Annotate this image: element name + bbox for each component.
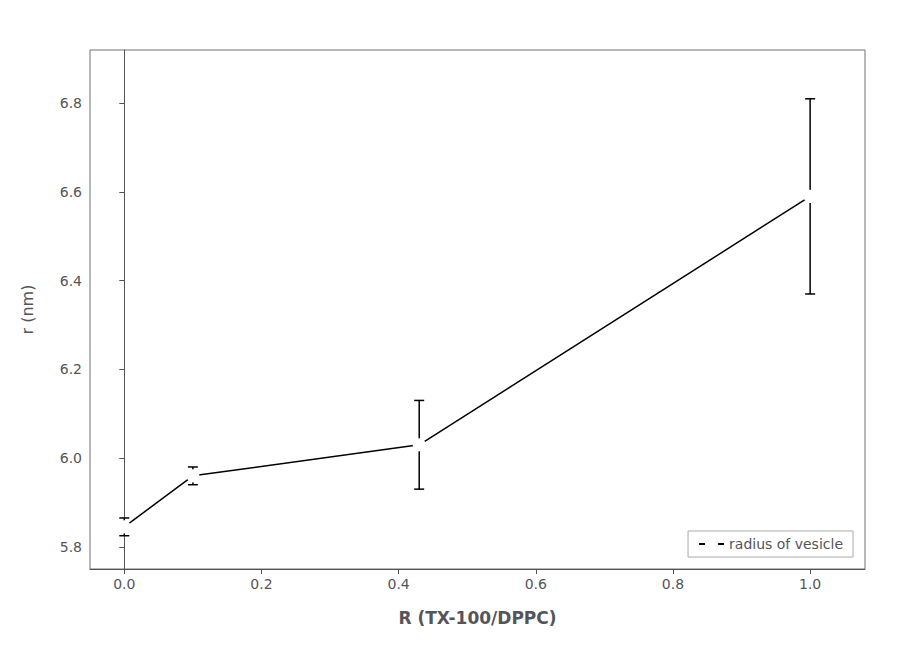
svg-text:r (nm): r (nm) xyxy=(18,285,37,335)
svg-text:6.4: 6.4 xyxy=(60,273,82,289)
svg-text:0.8: 0.8 xyxy=(662,576,684,592)
svg-text:0.0: 0.0 xyxy=(113,576,135,592)
svg-text:radius of vesicle: radius of vesicle xyxy=(729,536,843,552)
svg-text:6.2: 6.2 xyxy=(60,361,82,377)
svg-text:5.8: 5.8 xyxy=(60,539,82,555)
svg-text:R (TX-100/DPPC): R (TX-100/DPPC) xyxy=(398,608,556,628)
svg-text:0.2: 0.2 xyxy=(250,576,272,592)
svg-text:6.0: 6.0 xyxy=(60,450,82,466)
svg-text:1.0: 1.0 xyxy=(799,576,821,592)
svg-text:0.6: 0.6 xyxy=(525,576,547,592)
svg-text:6.6: 6.6 xyxy=(60,184,82,200)
svg-text:6.8: 6.8 xyxy=(60,95,82,111)
svg-text:0.4: 0.4 xyxy=(387,576,409,592)
